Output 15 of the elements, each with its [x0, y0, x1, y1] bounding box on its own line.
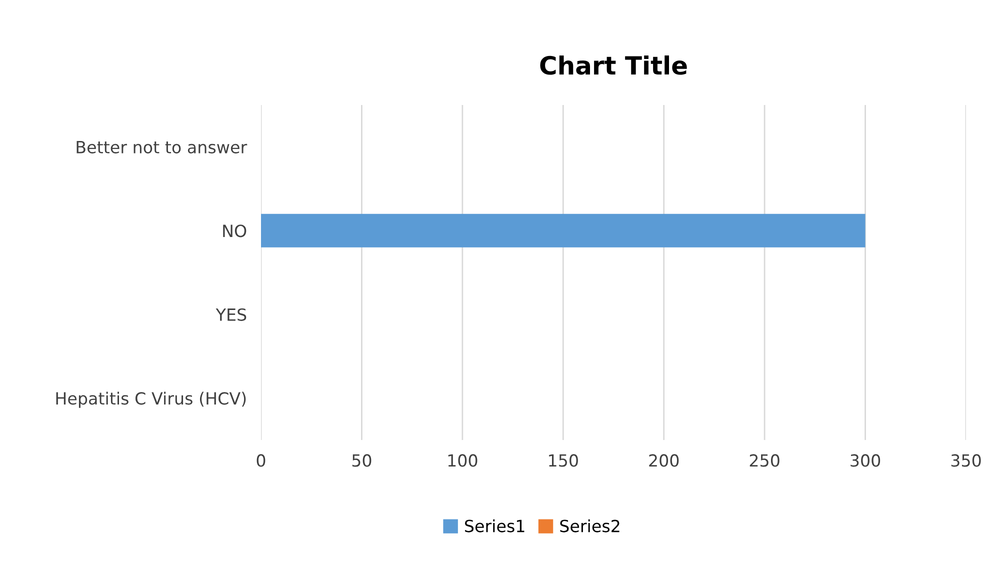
x-tick-label: 200	[649, 454, 679, 467]
x-tick-label: 100	[448, 454, 478, 467]
y-tick-label: YES	[216, 308, 246, 321]
legend-label: Series1	[465, 519, 524, 532]
legend-label: Series2	[560, 519, 620, 532]
y-tick-label: Hepatitis C Virus (HCV)	[56, 392, 246, 408]
x-tick-label: 150	[549, 454, 578, 467]
chart-title: Chart Title	[540, 55, 687, 75]
x-tick-label: 300	[850, 454, 880, 467]
x-tick-label: 350	[951, 454, 981, 467]
x-tick-label: 0	[256, 454, 266, 467]
x-tick-label: 250	[750, 454, 780, 467]
y-tick-label: Better not to answer	[76, 141, 248, 154]
x-tick-label: 50	[352, 454, 372, 467]
y-tick-label: NO	[223, 224, 246, 238]
